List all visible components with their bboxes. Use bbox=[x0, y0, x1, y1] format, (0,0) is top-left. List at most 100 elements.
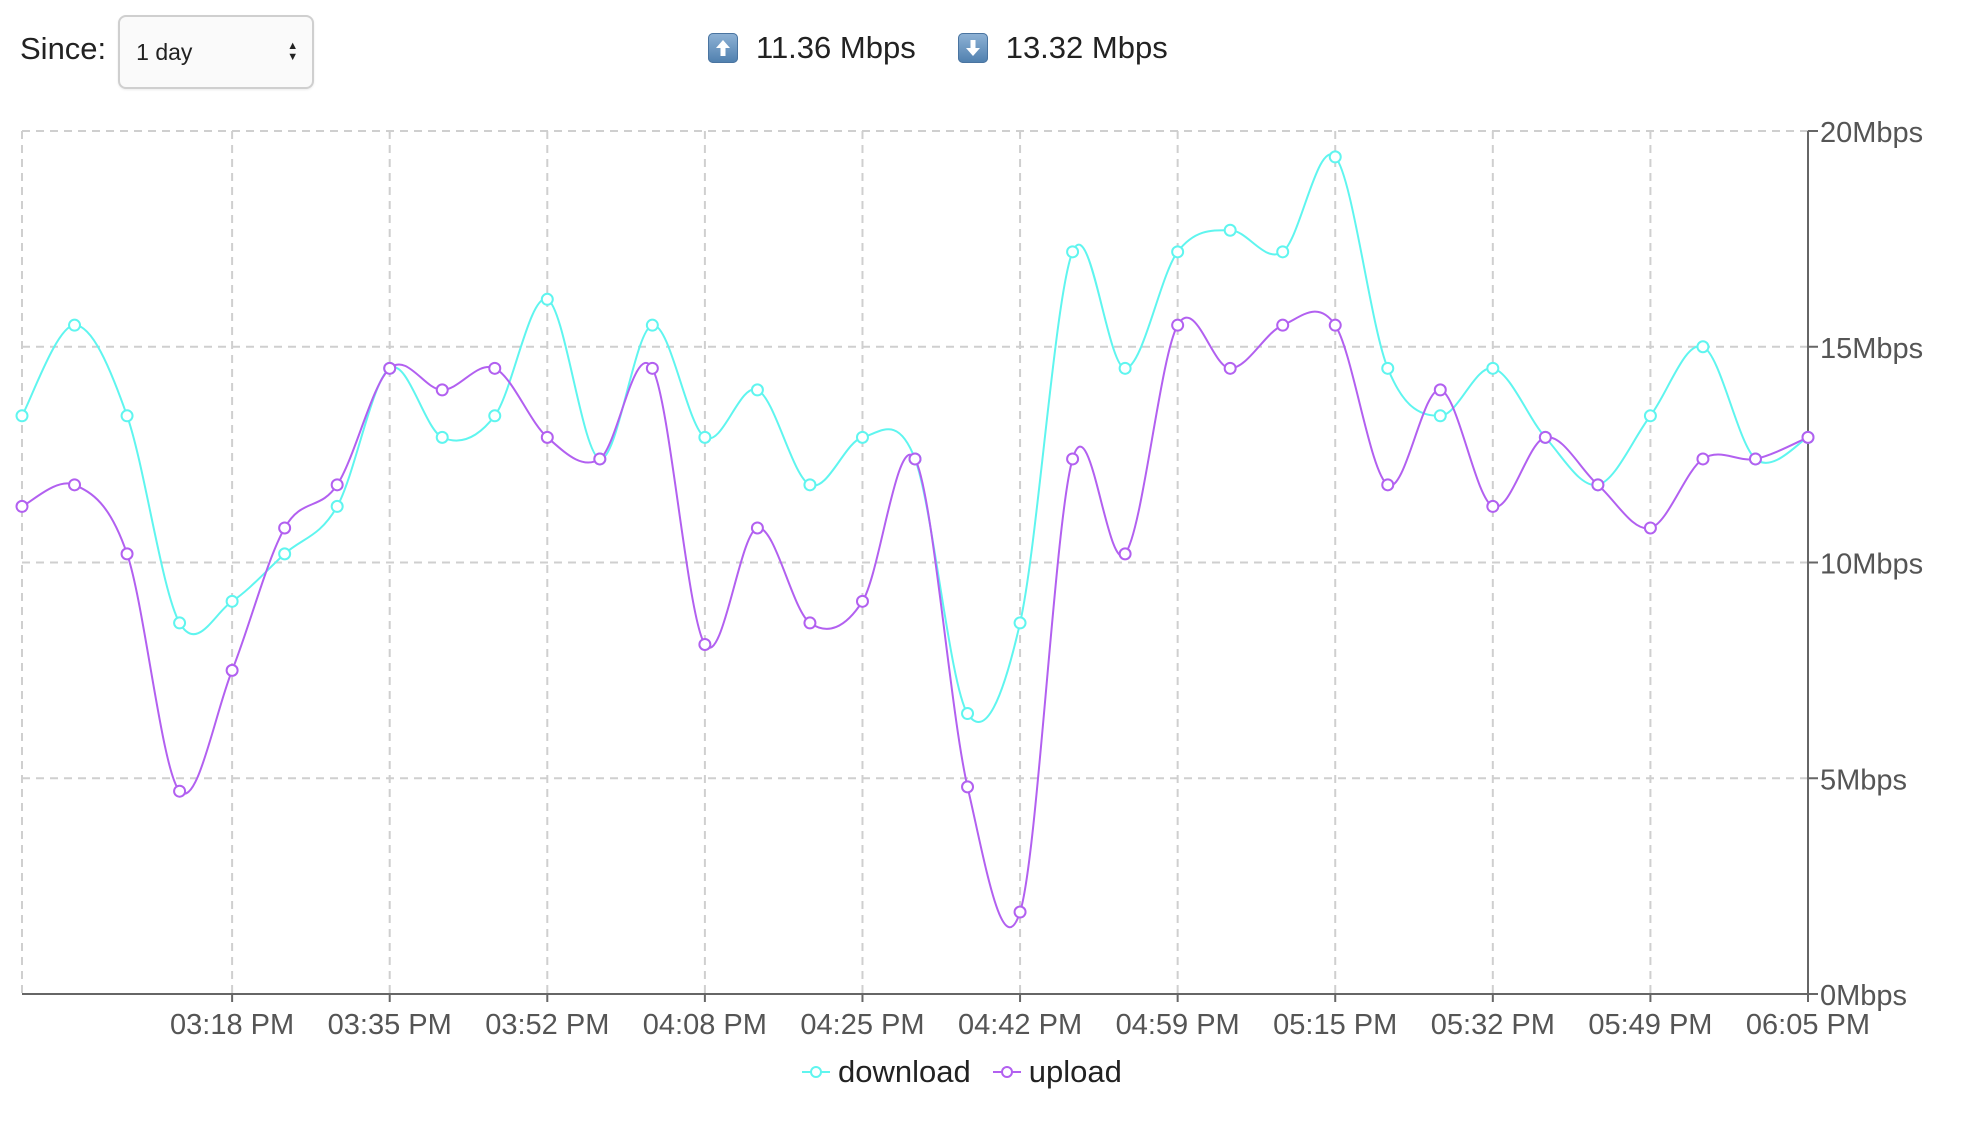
data-point-upload bbox=[1433, 383, 1447, 397]
x-tick-label: 04:25 PM bbox=[800, 1009, 924, 1040]
y-tick-label: 20Mbps bbox=[1820, 117, 1923, 149]
x-tick-label: 04:08 PM bbox=[643, 1009, 767, 1040]
data-point-download bbox=[961, 707, 975, 721]
data-point-upload bbox=[1801, 430, 1815, 444]
since-select[interactable]: 1 day ▲ ▼ bbox=[118, 15, 315, 89]
data-point-upload bbox=[1118, 547, 1132, 561]
since-select-value: 1 day bbox=[136, 38, 193, 65]
data-point-upload bbox=[803, 616, 817, 630]
data-point-upload bbox=[1538, 430, 1552, 444]
data-point-download bbox=[1118, 361, 1132, 375]
chart-legend: download upload bbox=[800, 1054, 1142, 1090]
data-point-download bbox=[1328, 150, 1342, 164]
data-point-upload bbox=[1748, 452, 1762, 466]
data-point-upload bbox=[330, 478, 344, 492]
legend-swatch-download bbox=[802, 1066, 830, 1078]
data-point-upload bbox=[435, 383, 449, 397]
series-lines bbox=[15, 150, 1815, 929]
download-speed: 13.32 Mbps bbox=[957, 30, 1168, 66]
series-line-upload bbox=[21, 310, 1809, 929]
data-point-upload bbox=[173, 784, 187, 798]
legend-item-upload[interactable]: upload bbox=[991, 1054, 1122, 1090]
x-tick-label: 04:59 PM bbox=[1116, 1009, 1240, 1040]
data-point-download bbox=[1066, 245, 1080, 259]
data-point-download bbox=[1643, 409, 1657, 423]
data-point-download bbox=[120, 409, 134, 423]
y-tick-label: 15Mbps bbox=[1820, 333, 1923, 365]
data-point-upload bbox=[1486, 499, 1500, 513]
data-point-download bbox=[645, 318, 659, 332]
data-point-upload bbox=[908, 452, 922, 466]
x-tick-label: 05:49 PM bbox=[1588, 1009, 1712, 1040]
x-tick-label: 04:42 PM bbox=[958, 1009, 1082, 1040]
data-point-download bbox=[15, 409, 29, 423]
data-point-download bbox=[488, 409, 502, 423]
x-tick-label: 03:35 PM bbox=[328, 1009, 452, 1040]
data-point-upload bbox=[1276, 318, 1290, 332]
current-speeds: 11.36 Mbps 13.32 Mbps bbox=[708, 30, 1210, 66]
data-point-upload bbox=[1643, 521, 1657, 535]
data-point-download bbox=[435, 430, 449, 444]
data-point-download bbox=[1276, 245, 1290, 259]
data-point-download bbox=[855, 430, 869, 444]
arrow-up-icon bbox=[708, 33, 738, 63]
y-tick-label: 0Mbps bbox=[1820, 980, 1907, 1012]
data-point-upload bbox=[15, 499, 29, 513]
data-point-upload bbox=[593, 452, 607, 466]
data-point-upload bbox=[1066, 452, 1080, 466]
upload-speed: 11.36 Mbps bbox=[708, 30, 916, 66]
data-point-upload bbox=[855, 594, 869, 608]
data-point-download bbox=[173, 616, 187, 630]
y-tick-label: 10Mbps bbox=[1820, 549, 1923, 581]
data-point-download bbox=[68, 318, 82, 332]
data-point-upload bbox=[1223, 361, 1237, 375]
legend-label-upload: upload bbox=[1028, 1054, 1122, 1089]
data-point-download bbox=[225, 594, 239, 608]
data-point-upload bbox=[278, 521, 292, 535]
since-control: Since: 1 day ▲ ▼ bbox=[20, 14, 315, 90]
data-point-download bbox=[1223, 223, 1237, 237]
upload-speed-value: 11.36 Mbps bbox=[756, 30, 916, 65]
x-tick-label: 03:52 PM bbox=[485, 1009, 609, 1040]
data-point-upload bbox=[68, 478, 82, 492]
data-point-upload bbox=[1591, 478, 1605, 492]
data-point-download bbox=[803, 478, 817, 492]
data-point-upload bbox=[1381, 478, 1395, 492]
data-point-upload bbox=[540, 430, 554, 444]
data-point-upload bbox=[645, 361, 659, 375]
data-point-upload bbox=[961, 780, 975, 794]
x-tick-label: 06:05 PM bbox=[1746, 1009, 1870, 1040]
data-point-upload bbox=[750, 521, 764, 535]
data-point-upload bbox=[1013, 905, 1027, 919]
arrow-down-icon bbox=[957, 33, 988, 63]
data-point-download bbox=[278, 547, 292, 561]
data-point-download bbox=[540, 292, 554, 306]
series-upload bbox=[15, 310, 1815, 929]
data-point-upload bbox=[1328, 318, 1342, 332]
grid-lines bbox=[21, 130, 1808, 994]
x-tick-label: 05:15 PM bbox=[1273, 1009, 1397, 1040]
data-point-download bbox=[1381, 361, 1395, 375]
y-tick-label: 5Mbps bbox=[1820, 764, 1907, 796]
data-point-download bbox=[698, 430, 712, 444]
data-point-upload bbox=[383, 361, 397, 375]
data-point-download bbox=[1696, 340, 1710, 354]
select-arrows-icon: ▲ ▼ bbox=[287, 40, 299, 63]
x-tick-label: 05:32 PM bbox=[1431, 1009, 1555, 1040]
data-point-upload bbox=[120, 547, 134, 561]
data-point-download bbox=[750, 383, 764, 397]
since-label: Since: bbox=[20, 31, 107, 66]
speed-chart: 0Mbps 5Mbps 10Mbps 15Mbps 20Mbps 03:18 PM 03:3… bbox=[15, 117, 1923, 1040]
data-point-download bbox=[1486, 361, 1500, 375]
legend-item-download[interactable]: download bbox=[800, 1054, 971, 1090]
axes: 0Mbps 5Mbps 10Mbps 15Mbps 20Mbps 03:18 PM 03:3… bbox=[22, 117, 1923, 1040]
data-point-upload bbox=[1171, 318, 1185, 332]
data-point-download bbox=[1433, 409, 1447, 423]
download-speed-value: 13.32 Mbps bbox=[1005, 30, 1168, 65]
data-point-upload bbox=[225, 663, 239, 677]
legend-label-download: download bbox=[838, 1054, 971, 1089]
data-point-upload bbox=[698, 637, 712, 651]
data-point-upload bbox=[1696, 452, 1710, 466]
data-point-upload bbox=[488, 361, 502, 375]
data-point-download bbox=[330, 499, 344, 513]
